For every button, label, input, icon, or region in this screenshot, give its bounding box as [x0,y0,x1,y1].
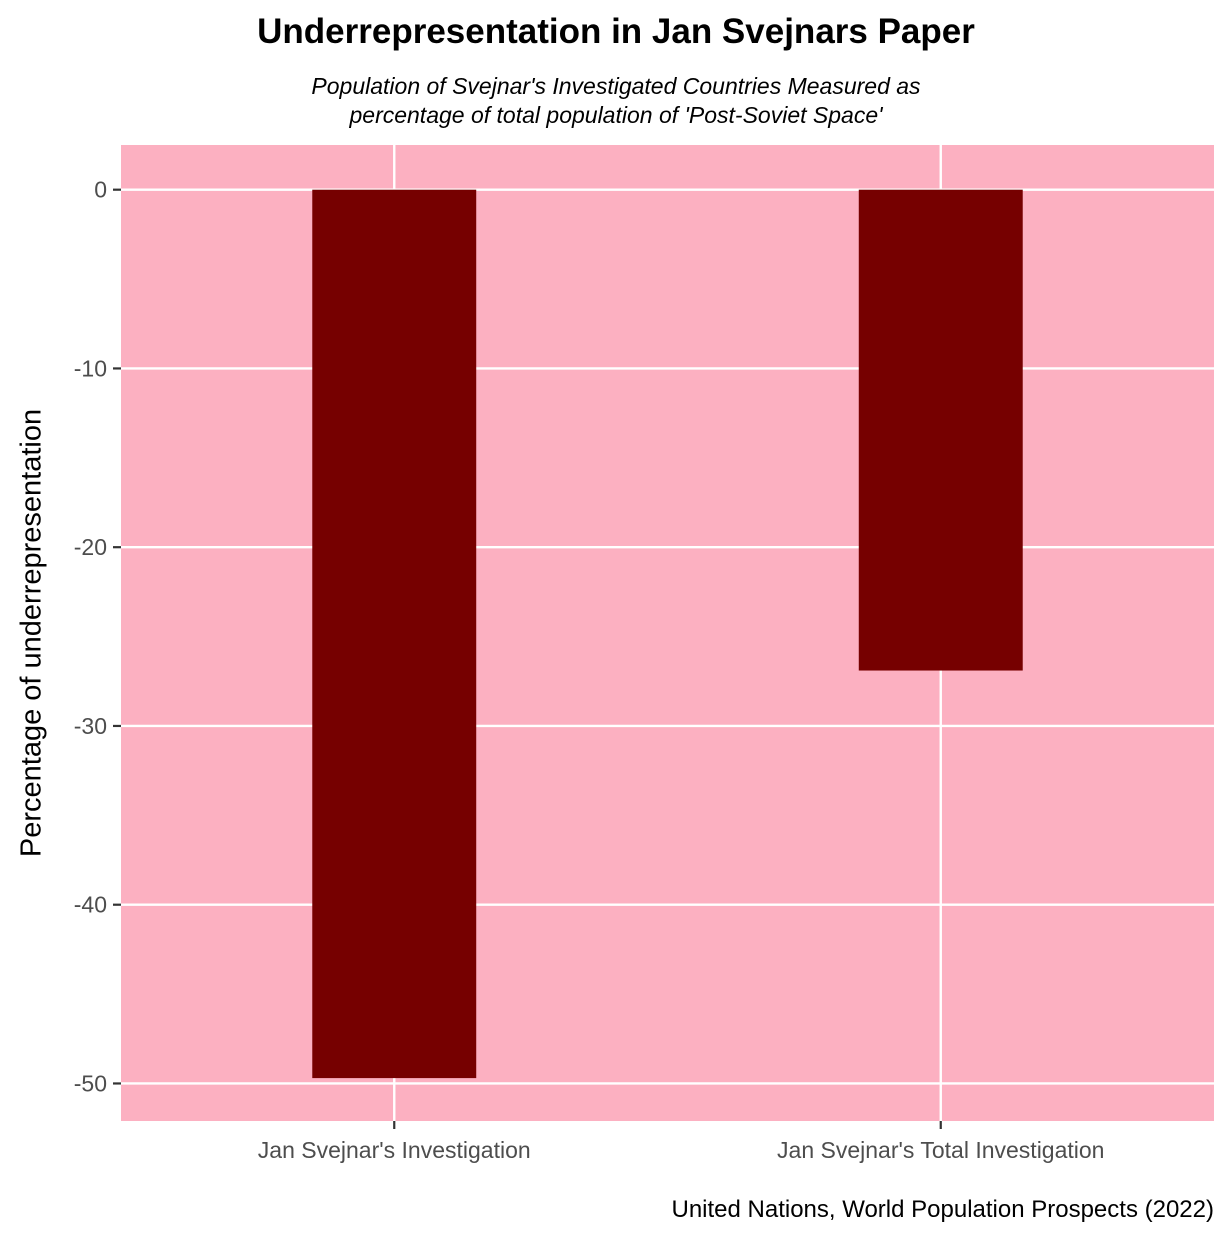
bar [858,189,1023,671]
plot-panel [121,145,1214,1121]
y-tick-label: -10 [74,355,107,381]
bar [312,189,477,1079]
y-tick-label: -40 [74,892,107,918]
y-tick-label: -50 [74,1070,107,1096]
x-tick-label: Jan Svejnar's Investigation [258,1137,531,1163]
x-tick-label: Jan Svejnar's Total Investigation [777,1137,1104,1163]
subtitle-line-2: percentage of total population of 'Post-… [349,102,883,128]
y-tick-label: -20 [74,534,107,560]
chart-title: Underrepresentation in Jan Svejnars Pape… [257,12,975,51]
chart-subtitle: Population of Svejnar's Investigated Cou… [0,72,1232,130]
source-caption: United Nations, World Population Prospec… [671,1196,1214,1223]
y-tick-label: 0 [94,177,107,203]
y-tick-label: -30 [74,713,107,739]
y-axis-label: Percentage of underrepresentation [15,408,48,858]
subtitle-line-1: Population of Svejnar's Investigated Cou… [311,73,921,99]
